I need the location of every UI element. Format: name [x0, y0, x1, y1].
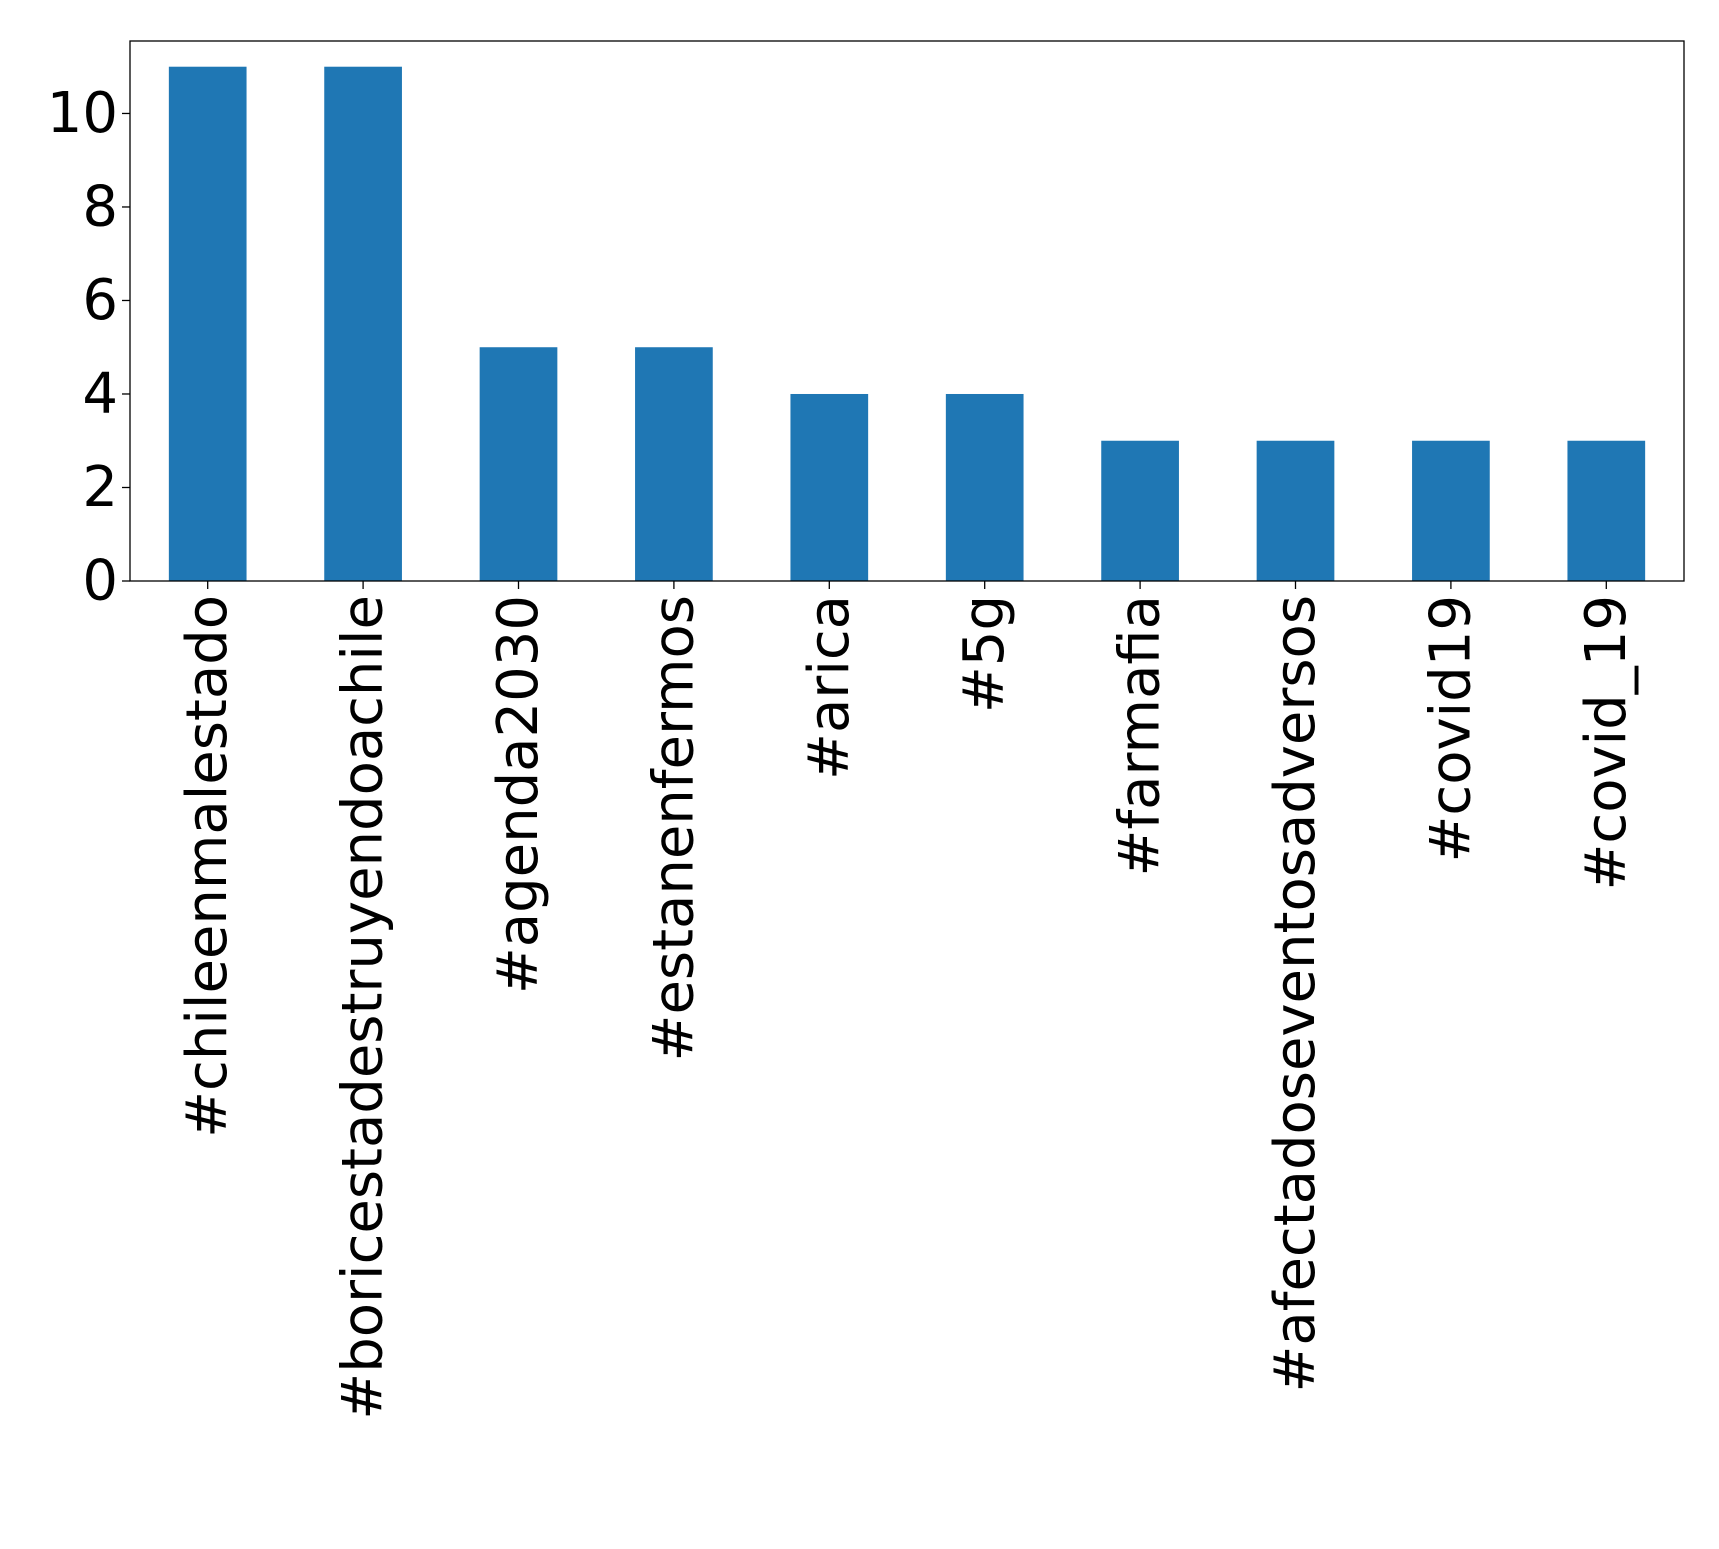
bar-3	[635, 347, 713, 581]
y-tick-label-3: 6	[82, 268, 118, 333]
bar-4	[790, 393, 869, 581]
plot-frame	[129, 40, 1685, 582]
x-tick-label-8: #covid19	[1418, 595, 1483, 862]
y-tick-label-4: 8	[82, 174, 118, 239]
y-tick-label-0: 0	[82, 549, 118, 614]
x-tick-label-1: #boricestadestruyendoachile	[331, 595, 396, 1420]
y-tick-label-1: 2	[82, 455, 118, 520]
x-tick-label-4: #arica	[797, 595, 862, 780]
bar-2	[479, 347, 558, 581]
x-tick-label-9: #covid_19	[1574, 595, 1639, 890]
x-tick-label-0: #chileenmalestado	[175, 595, 240, 1138]
bar-7	[1256, 440, 1335, 581]
x-tick-label-6: #farmafia	[1108, 595, 1173, 876]
x-tick-label-7: #afectadoseventosadversos	[1263, 595, 1328, 1392]
bar-8	[1412, 440, 1490, 581]
bar-9	[1567, 440, 1646, 581]
bar-6	[1101, 440, 1179, 581]
x-tick-label-2: #agenda2030	[486, 595, 551, 994]
bar-1	[324, 66, 402, 581]
x-tick-label-3: #estanenfermos	[641, 595, 706, 1061]
y-axis: 0 2 4 6 8 10	[47, 81, 130, 614]
y-tick-label-2: 4	[82, 361, 118, 426]
x-tick-label-5: #5g	[952, 595, 1017, 713]
x-axis: #chileenmalestado #boricestadestruyendoac…	[175, 581, 1639, 1420]
bar-5	[945, 393, 1024, 581]
bar-0	[168, 66, 247, 581]
bars-group	[168, 66, 1646, 581]
y-tick-label-5: 10	[47, 81, 118, 146]
